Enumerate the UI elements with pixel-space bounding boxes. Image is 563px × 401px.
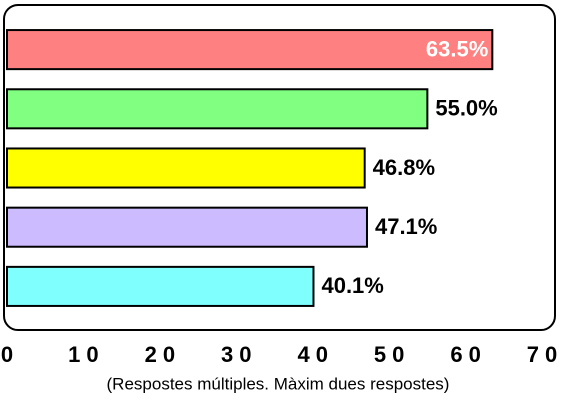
x-tick-label: 50 [374,342,410,367]
x-tick-label: 10 [68,342,104,367]
value-label: 47.1% [375,214,437,239]
x-axis-label: (Respostes múltiples. Màxim dues respost… [107,374,450,393]
value-label: 46.8% [373,155,435,180]
value-label: 40.1% [321,273,383,298]
bar [6,147,366,189]
x-tick-label: 60 [450,342,486,367]
x-tick-label: 30 [221,342,257,367]
bar [6,88,429,130]
x-tick-label: 0 [1,342,19,367]
value-label: 55.0% [435,96,497,121]
x-tick-label: 70 [527,342,563,367]
x-tick-label: 20 [145,342,181,367]
bar [6,29,494,71]
bar [6,265,315,307]
value-label: 63.5% [426,36,488,61]
x-tick-label: 40 [297,342,333,367]
bar [6,206,368,248]
